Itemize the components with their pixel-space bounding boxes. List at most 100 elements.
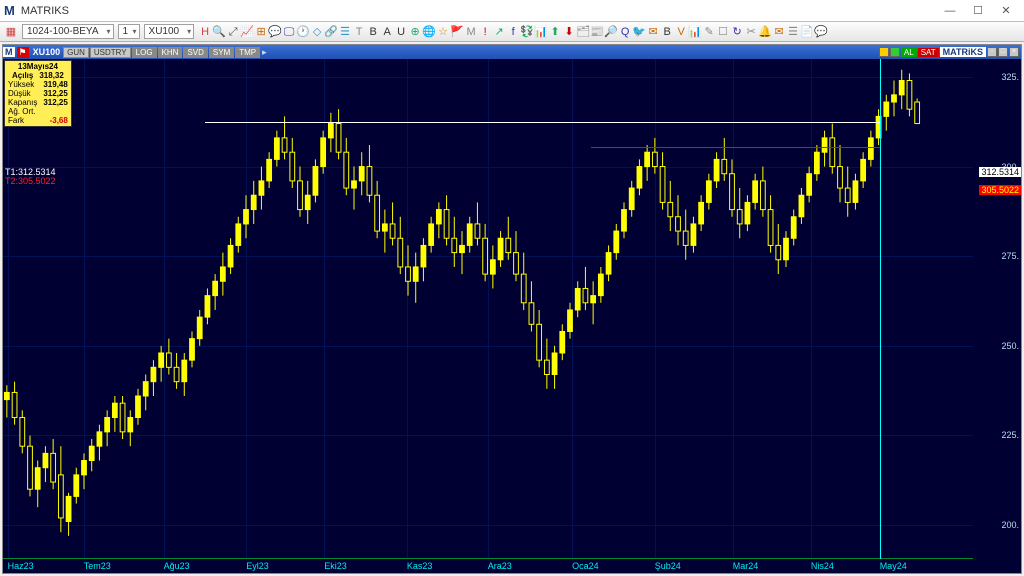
- toolbar-icon-5[interactable]: 💬: [268, 24, 282, 38]
- y-tick: 250.: [1001, 341, 1019, 351]
- toolbar-icon-28[interactable]: 📰: [590, 24, 604, 38]
- info-label-5: Fark: [8, 116, 24, 125]
- toolbar-icon-9[interactable]: 🔗: [324, 24, 338, 38]
- toolbar-icon-44[interactable]: 💬: [814, 24, 828, 38]
- ohlc-infobox: 13Mayıs24 Açılış 318,32 Yüksek 319,48 Düşük 3…: [4, 60, 72, 127]
- toolbar-icon-12[interactable]: B: [366, 25, 380, 39]
- toolbar-icon-29[interactable]: 🔎: [604, 24, 618, 38]
- toolbar-icon-0[interactable]: H: [198, 25, 212, 39]
- chart-header: M ⚑ XU100 GUNUSDTRYLOGKHNSVDSYMTMP ▸ AL …: [3, 45, 1021, 59]
- vertical-line-0[interactable]: [880, 59, 881, 559]
- win-max-icon[interactable]: □: [998, 47, 1008, 57]
- info-value-2: 312,25: [43, 89, 67, 98]
- grid-icon[interactable]: ▦: [4, 25, 18, 39]
- hdr-icon-1[interactable]: [879, 47, 889, 57]
- toolbar-icon-15[interactable]: ⊕: [408, 24, 422, 38]
- info-label-2: Düşük: [8, 89, 31, 98]
- toolbar-icon-16[interactable]: 🌐: [422, 24, 436, 38]
- info-date: 13Mayıs24: [18, 62, 58, 71]
- toolbar-icon-6[interactable]: 🖵: [282, 25, 296, 39]
- toolbar-icon-23[interactable]: 💱: [520, 24, 534, 38]
- hdr-icon-2[interactable]: [890, 47, 900, 57]
- toolbar-icon-19[interactable]: M: [464, 25, 478, 39]
- chart-tab-usdtry[interactable]: USDTRY: [90, 47, 131, 58]
- buy-button[interactable]: AL: [901, 48, 917, 57]
- price-tag-1: 305.5022: [979, 185, 1021, 195]
- toolbar-icon-8[interactable]: ◇: [310, 24, 324, 38]
- app-logo: M: [4, 3, 15, 18]
- horizontal-line-0[interactable]: [205, 122, 880, 123]
- toolbar-icon-40[interactable]: 🔔: [758, 24, 772, 38]
- toolbar-icon-18[interactable]: 🚩: [450, 24, 464, 38]
- toolbar-icon-38[interactable]: ↻: [730, 24, 744, 38]
- y-tick: 200.: [1001, 520, 1019, 530]
- toolbar-icon-39[interactable]: ✂: [744, 24, 758, 38]
- toolbar-icon-3[interactable]: 📈: [240, 24, 254, 38]
- chart-tab-gun[interactable]: GUN: [63, 47, 89, 58]
- symbol-dropdown[interactable]: XU100: [144, 24, 195, 39]
- chart-plot[interactable]: 13Mayıs24 Açılış 318,32 Yüksek 319,48 Düşük 3…: [3, 59, 1021, 573]
- chart-tab-log[interactable]: LOG: [132, 47, 157, 58]
- toolbar-icon-30[interactable]: Q: [618, 25, 632, 39]
- toolbar-icon-22[interactable]: f: [506, 25, 520, 39]
- toolbar-icon-35[interactable]: 📊: [688, 24, 702, 38]
- info-value-0: 318,32: [39, 71, 63, 80]
- x-tick: Şub24: [655, 561, 681, 571]
- toolbar-icon-7[interactable]: 🕐: [296, 24, 310, 38]
- toolbar-icon-21[interactable]: ↗: [492, 24, 506, 38]
- chart-tab-khn[interactable]: KHN: [158, 47, 183, 58]
- layout-dropdown[interactable]: 1024-100-BEYA: [22, 24, 114, 39]
- x-tick: Oca24: [572, 561, 599, 571]
- sell-button[interactable]: SAT: [918, 48, 939, 57]
- chart-tab-sym[interactable]: SYM: [209, 47, 234, 58]
- toolbar-icon-14[interactable]: U: [394, 25, 408, 39]
- y-tick: 325.: [1001, 72, 1019, 82]
- toolbar-icon-27[interactable]: 🗂: [576, 24, 590, 38]
- toolbar-icon-31[interactable]: 🐦: [632, 24, 646, 38]
- win-min-icon[interactable]: -: [987, 47, 997, 57]
- toolbar-icon-33[interactable]: B: [660, 25, 674, 39]
- info-label-1: Yüksek: [8, 80, 34, 89]
- close-button[interactable]: ✕: [992, 2, 1020, 20]
- chart-logo-icon: M: [3, 47, 15, 57]
- y-tick: 225.: [1001, 430, 1019, 440]
- toolbar-icon-32[interactable]: ✉: [646, 24, 660, 38]
- toolbar-icon-41[interactable]: ✉: [772, 24, 786, 38]
- x-tick: Haz23: [8, 561, 34, 571]
- x-tick: Ara23: [488, 561, 512, 571]
- toolbar-icon-37[interactable]: ☐: [716, 24, 730, 38]
- chart-tab-svd[interactable]: SVD: [183, 47, 207, 58]
- x-tick: May24: [880, 561, 907, 571]
- min-button[interactable]: —: [936, 2, 964, 20]
- toolbar-icon-1[interactable]: 🔍: [212, 24, 226, 38]
- toolbar-icon-4[interactable]: ⊞: [254, 24, 268, 38]
- max-button[interactable]: ☐: [964, 2, 992, 20]
- info-label-3: Kapanış: [8, 98, 37, 107]
- app-title: MATRIKS: [21, 5, 936, 17]
- info-value-1: 319,48: [43, 80, 67, 89]
- toolbar-icon-43[interactable]: 📄: [800, 24, 814, 38]
- period-dropdown[interactable]: 1: [118, 24, 140, 39]
- win-close-icon[interactable]: ×: [1009, 47, 1019, 57]
- toolbar-icon-34[interactable]: V: [674, 25, 688, 39]
- toolbar-icon-13[interactable]: A: [380, 25, 394, 39]
- x-tick: Nis24: [811, 561, 834, 571]
- info-value-5: -3,68: [50, 116, 68, 125]
- toolbar-icon-2[interactable]: ⤢: [226, 25, 240, 39]
- toolbar-icon-26[interactable]: ⬇: [562, 24, 576, 38]
- info-value-3: 312,25: [43, 98, 67, 107]
- toolbar-icon-24[interactable]: 📊: [534, 24, 548, 38]
- toolbar-icon-20[interactable]: !: [478, 25, 492, 39]
- y-tick: 275.: [1001, 251, 1019, 261]
- toolbar-icon-36[interactable]: ✎: [702, 24, 716, 38]
- horizontal-line-1[interactable]: [591, 147, 880, 148]
- chart-tab-tmp[interactable]: TMP: [235, 47, 260, 58]
- toolbar-icon-17[interactable]: ☆: [436, 24, 450, 38]
- toolbar-icon-25[interactable]: ⬆: [548, 24, 562, 38]
- toolbar-icon-11[interactable]: T: [352, 25, 366, 39]
- candlestick-series: [3, 59, 921, 543]
- toolbar-icon-42[interactable]: ☰: [786, 24, 800, 38]
- info-label-0: Açılış: [12, 71, 33, 80]
- toolbar-icon-10[interactable]: ☰: [338, 24, 352, 38]
- x-tick: Eyl23: [246, 561, 269, 571]
